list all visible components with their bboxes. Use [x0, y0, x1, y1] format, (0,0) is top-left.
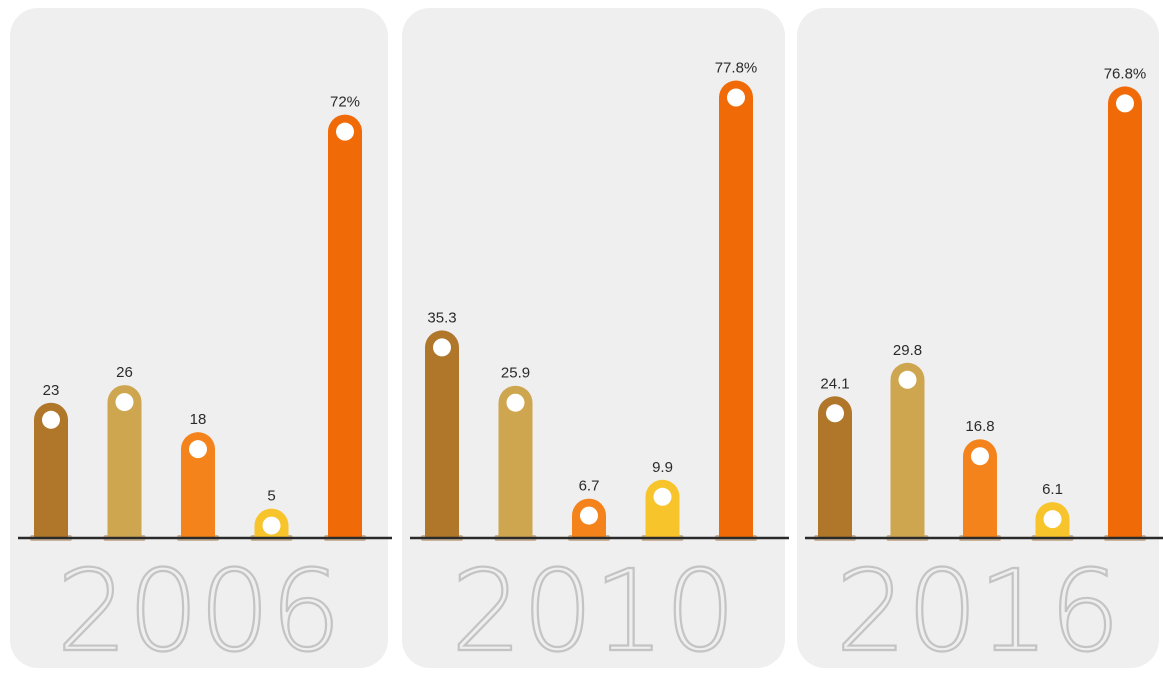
bar: [890, 362, 925, 538]
chart-panel-2016: 24.1 29.8 16.8 6.1 76.8% 2016: [797, 8, 1163, 678]
bar-marker-dot: [336, 122, 354, 141]
bar-marker-dot: [971, 447, 989, 466]
data-label: 24.1: [820, 375, 849, 392]
bar-marker-dot: [42, 410, 60, 429]
bar-group: 18: [177, 411, 219, 541]
data-label: 23: [43, 382, 60, 399]
data-label: 72%: [330, 94, 360, 111]
bar-marker-dot: [898, 370, 917, 389]
year-label: 2016: [835, 547, 1120, 677]
bar-group: 77.8%: [715, 60, 758, 541]
panel-background: [10, 8, 388, 668]
bar-group: 29.8: [886, 342, 929, 541]
bar: [963, 439, 997, 538]
bar-group: 16.8: [959, 418, 1001, 541]
bar-group: 23: [30, 382, 72, 541]
bar-group: 6.7: [568, 478, 610, 541]
chart-panel-2006: 23 26 18 5 72% 2006: [10, 8, 392, 678]
bar-group: 25.9: [494, 365, 537, 541]
bar: [107, 385, 142, 538]
bar-marker-dot: [653, 487, 672, 506]
data-label: 5: [267, 488, 275, 505]
bar-marker-dot: [433, 338, 451, 357]
chart-panel-2010: 35.3 25.9 6.7 9.9 77.8% 2010: [402, 8, 789, 678]
bar-marker-dot: [189, 440, 207, 459]
bar-group: 26: [103, 364, 146, 541]
bar: [818, 396, 852, 538]
bar: [498, 385, 533, 538]
bar-marker-dot: [115, 393, 134, 412]
bar-marker-dot: [826, 404, 844, 423]
data-label: 6.1: [1042, 481, 1063, 498]
bar-marker-dot: [580, 506, 598, 525]
data-label: 29.8: [893, 342, 922, 359]
data-label: 25.9: [501, 365, 530, 382]
bar-group: 76.8%: [1104, 65, 1147, 541]
year-label: 2010: [451, 547, 736, 677]
data-label: 76.8%: [1104, 65, 1147, 82]
bar: [181, 432, 215, 538]
data-label: 6.7: [579, 478, 600, 495]
bar-group: 24.1: [814, 375, 856, 541]
bar-marker-dot: [262, 516, 281, 535]
bar: [719, 80, 753, 538]
bar: [1108, 86, 1142, 538]
bar-group: 35.3: [421, 309, 463, 541]
bar-group: 72%: [324, 94, 366, 541]
bar: [425, 330, 459, 538]
panel-background: [402, 8, 785, 668]
panel-background: [797, 8, 1159, 668]
data-label: 18: [190, 411, 207, 428]
bar-marker-dot: [506, 393, 525, 412]
bar-marker-dot: [1043, 510, 1062, 529]
data-label: 9.9: [652, 459, 673, 476]
bar-marker-dot: [1116, 94, 1134, 113]
bar-marker-dot: [727, 88, 745, 107]
data-label: 26: [116, 364, 133, 381]
data-label: 35.3: [427, 309, 456, 326]
bar: [328, 114, 362, 538]
data-label: 16.8: [965, 418, 994, 435]
bar: [34, 402, 68, 538]
data-label: 77.8%: [715, 60, 758, 77]
year-label: 2006: [56, 547, 341, 677]
